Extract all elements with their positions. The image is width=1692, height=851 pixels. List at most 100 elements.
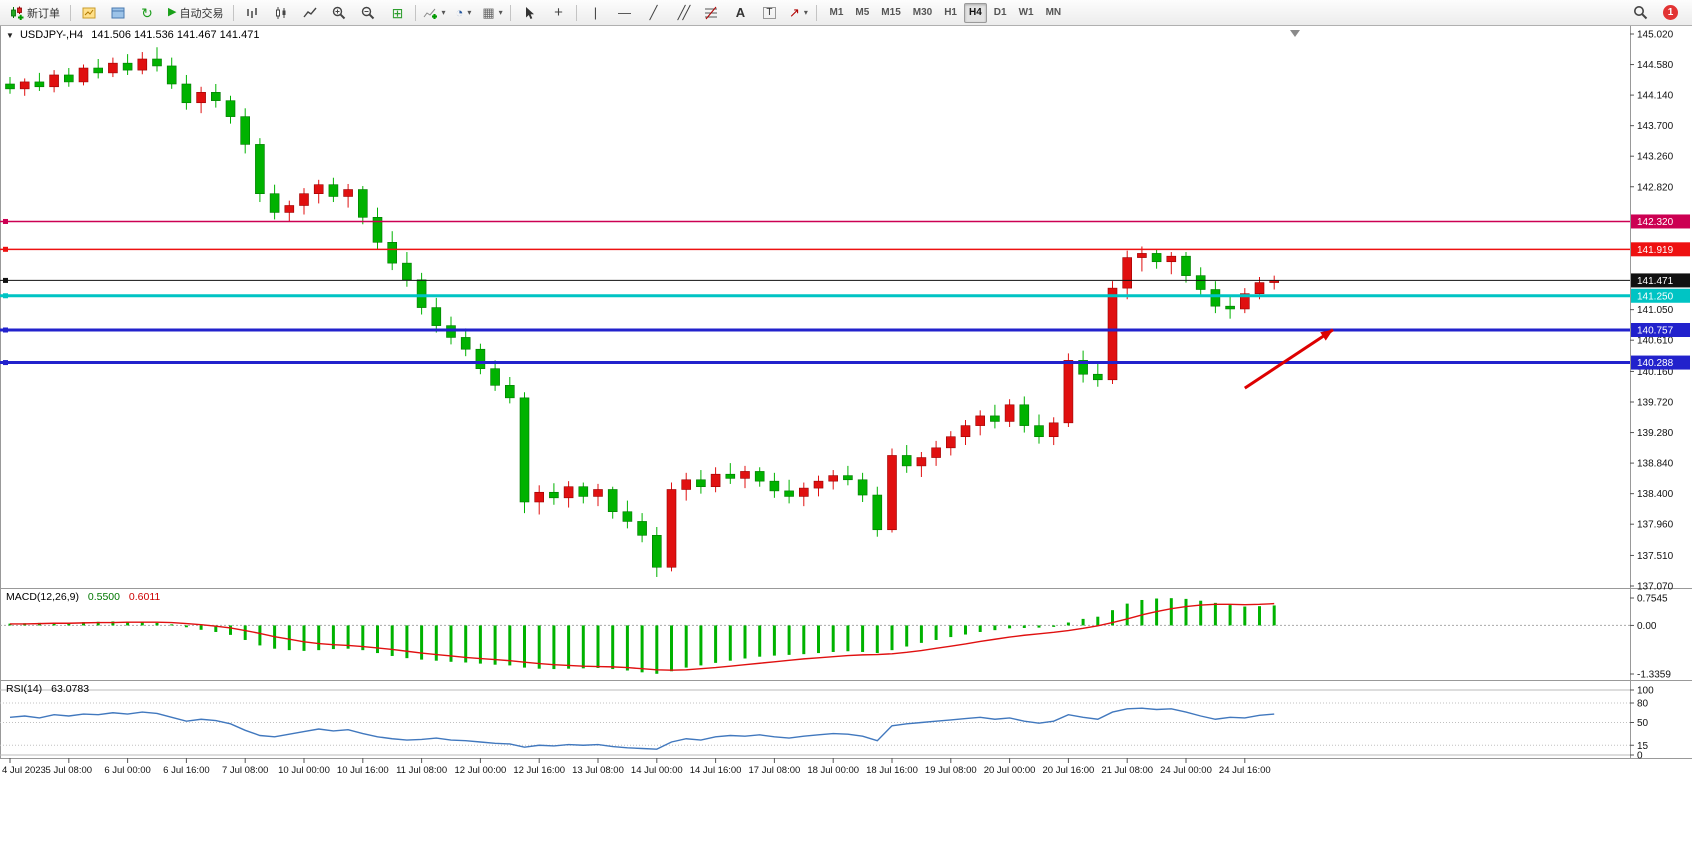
rsi-header: RSI(14) 63.0783 — [6, 683, 89, 695]
svg-text:139.280: 139.280 — [1637, 428, 1674, 439]
timeframe-m30-button[interactable]: M30 — [912, 7, 933, 18]
svg-text:141.919: 141.919 — [1637, 245, 1674, 256]
horizontal-line-icon: — — [617, 5, 631, 20]
timeframe-w1-button[interactable]: W1 — [1018, 7, 1034, 18]
refresh-icon: ↻ — [141, 4, 153, 21]
vertical-line-tool-button[interactable]: | — [581, 2, 609, 24]
dropdown-caret-icon: ▾ — [803, 8, 808, 17]
svg-text:12 Jul 00:00: 12 Jul 00:00 — [455, 765, 507, 776]
svg-text:20 Jul 00:00: 20 Jul 00:00 — [984, 765, 1036, 776]
toolbar-separator — [415, 4, 417, 21]
timeframe-m5-button[interactable]: M5 — [855, 7, 870, 18]
indicators-button[interactable]: ▾ — [420, 2, 448, 24]
timeframe-m1-button[interactable]: M1 — [829, 7, 844, 18]
toolbar-separator — [576, 4, 578, 21]
cursor-button[interactable] — [515, 2, 543, 24]
svg-text:12 Jul 16:00: 12 Jul 16:00 — [513, 765, 565, 776]
search-icon — [1633, 6, 1647, 20]
svg-text:142.820: 142.820 — [1637, 182, 1674, 193]
svg-text:10 Jul 16:00: 10 Jul 16:00 — [337, 765, 389, 776]
zoom-in-icon — [333, 6, 346, 19]
svg-text:-1.3359: -1.3359 — [1637, 670, 1671, 681]
horizontal-levels-layer[interactable]: 142.320 141.919 141.471 141.250 140.757 140.2… — [0, 214, 1690, 370]
dropdown-caret-icon: ▾ — [498, 8, 503, 17]
line-chart-button[interactable] — [296, 2, 324, 24]
svg-text:24 Jul 00:00: 24 Jul 00:00 — [1160, 765, 1212, 776]
svg-text:144.140: 144.140 — [1637, 91, 1674, 102]
price-axis[interactable]: 145.020 144.580 144.140 143.700 143.260 142.8… — [1630, 30, 1674, 593]
timeframe-m15-button[interactable]: M15 — [881, 7, 901, 18]
timeframe-d1-button[interactable]: D1 — [993, 7, 1007, 18]
svg-text:137.070: 137.070 — [1637, 582, 1674, 593]
dropdown-caret-icon: ▾ — [441, 8, 446, 17]
svg-text:143.700: 143.700 — [1637, 121, 1674, 132]
text-label-icon: T — [763, 6, 776, 19]
fibonacci-tool-button[interactable] — [697, 2, 725, 24]
svg-text:0.7545: 0.7545 — [1637, 594, 1668, 605]
auto-trading-button[interactable]: ▶ 自动交易 — [162, 2, 229, 24]
macd-signal-value: 0.6011 — [128, 591, 161, 603]
chart-symbol-period: USDJPY-,H4 — [19, 29, 84, 41]
collapse-triangle-icon[interactable]: ▼ — [6, 31, 14, 40]
price-chart[interactable]: 145.020 144.580 144.140 143.700 143.260 142.8… — [0, 26, 1692, 851]
time-axis[interactable]: 4 Jul 2023 5 Jul 08:00 6 Jul 00:00 6 Jul 16… — [2, 758, 1271, 776]
svg-text:14 Jul 16:00: 14 Jul 16:00 — [690, 765, 742, 776]
candlestick-chart-button[interactable] — [267, 2, 295, 24]
svg-text:4 Jul 2023: 4 Jul 2023 — [2, 765, 46, 776]
trendline-tool-button[interactable]: ╱ — [639, 2, 667, 24]
new-order-button[interactable]: 新订单 — [4, 2, 66, 24]
svg-text:138.400: 138.400 — [1637, 489, 1674, 500]
template-icon: ▦ — [482, 5, 495, 20]
rsi-current-value: 63.0783 — [51, 683, 90, 695]
templates-button[interactable]: ▦ ▾ — [478, 2, 506, 24]
text-tool-button[interactable]: A — [726, 2, 754, 24]
channel-tool-button[interactable]: ╱╱ — [668, 2, 696, 24]
timeframe-h1-button[interactable]: H1 — [944, 7, 957, 18]
auto-trading-label: 自动交易 — [179, 7, 224, 20]
chart-ohlc-values: 141.506 141.536 141.467 141.471 — [91, 29, 260, 41]
timeframe-mn-button[interactable]: MN — [1045, 7, 1062, 18]
svg-text:18 Jul 16:00: 18 Jul 16:00 — [866, 765, 918, 776]
toolbar-separator — [816, 4, 818, 21]
clock-icon: ◔ — [455, 5, 464, 20]
play-icon: ▶ — [168, 6, 177, 18]
profiles-icon — [111, 7, 125, 18]
line-chart-icon — [303, 7, 318, 17]
search-button[interactable] — [1626, 2, 1654, 24]
cursor-icon — [525, 6, 534, 19]
main-toolbar: 新订单 ↻ ▶ 自动交易 — [0, 0, 1692, 26]
chart-header: ▼ USDJPY-,H4 141.506 141.536 141.467 141… — [6, 29, 259, 41]
horizontal-line-tool-button[interactable]: — — [610, 2, 638, 24]
macd-header: MACD(12,26,9) 0.5500 0.6011 — [6, 591, 160, 603]
chart-frame — [0, 26, 1692, 759]
toolbar-separator — [70, 4, 71, 21]
svg-text:145.020: 145.020 — [1637, 30, 1674, 41]
zoom-in-button[interactable] — [325, 2, 353, 24]
bar-chart-button[interactable] — [238, 2, 266, 24]
new-chart-button[interactable] — [75, 2, 103, 24]
arrows-tool-button[interactable]: ↗ ▾ — [784, 2, 812, 24]
indicators-icon — [424, 8, 438, 19]
svg-text:50: 50 — [1637, 718, 1649, 729]
profiles-button[interactable] — [104, 2, 132, 24]
tile-windows-button[interactable]: ⊞ — [383, 2, 411, 24]
svg-text:140.160: 140.160 — [1637, 367, 1674, 378]
zoom-out-button[interactable] — [354, 2, 382, 24]
vertical-line-icon: | — [593, 5, 598, 20]
notification-badge[interactable]: 1 — [1663, 5, 1678, 20]
text-label-tool-button[interactable]: T — [755, 2, 783, 24]
svg-text:139.720: 139.720 — [1637, 398, 1674, 409]
timeframe-h4-button[interactable]: H4 — [964, 2, 987, 23]
svg-text:11 Jul 08:00: 11 Jul 08:00 — [396, 765, 447, 776]
trend-arrow-annotation[interactable] — [1243, 328, 1334, 390]
dropdown-caret-icon: ▾ — [467, 8, 472, 17]
crosshair-icon: + — [554, 4, 563, 21]
refresh-button[interactable]: ↻ — [133, 2, 161, 24]
periods-button[interactable]: ◔ ▾ — [449, 2, 477, 24]
svg-text:21 Jul 08:00: 21 Jul 08:00 — [1101, 765, 1153, 776]
crosshair-button[interactable]: + — [544, 2, 572, 24]
svg-text:143.260: 143.260 — [1637, 152, 1674, 163]
svg-text:14 Jul 00:00: 14 Jul 00:00 — [631, 765, 683, 776]
svg-text:80: 80 — [1637, 699, 1649, 710]
